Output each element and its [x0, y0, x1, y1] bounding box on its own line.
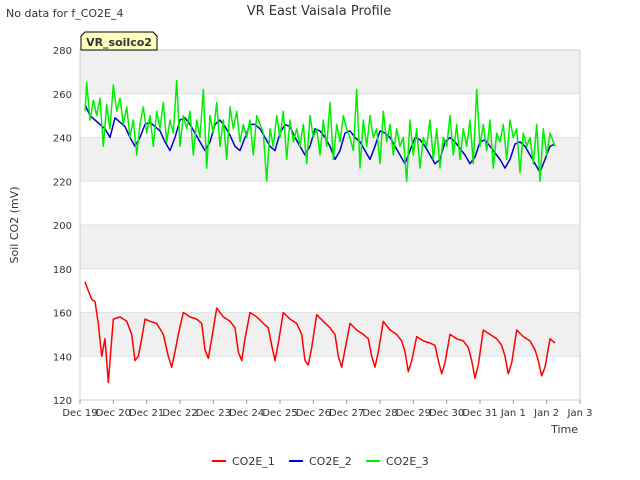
x-tick-label: Dec 23 [196, 408, 231, 419]
x-tick-label: Dec 28 [362, 408, 397, 419]
series-layer [84, 79, 556, 384]
x-axis-label: Time [550, 423, 578, 436]
y-tick-label: 200 [53, 221, 72, 232]
y-tick-label: 160 [53, 309, 72, 320]
x-tick-label: Dec 27 [329, 408, 364, 419]
chart-title: VR East Vaisala Profile [247, 4, 392, 19]
x-tick-label: Dec 24 [229, 408, 264, 419]
y-axis-label: Soil CO2 (mV) [8, 187, 21, 264]
y-tick-label: 240 [53, 134, 72, 145]
x-tick-label: Dec 19 [62, 408, 97, 419]
y-tick-label: 120 [53, 396, 72, 407]
x-tick-label: Jan 3 [567, 408, 593, 419]
station-badge-label: VR_soilco2 [86, 36, 152, 49]
legend: CO2E_1 CO2E_2 CO2E_3 [212, 455, 429, 468]
legend-item-co2e-3: CO2E_3 [366, 455, 429, 468]
series-line-co2e-3 [84, 79, 556, 183]
station-badge: VR_soilco2 [80, 31, 158, 51]
x-tick-label: Dec 21 [129, 408, 164, 419]
station-badge-shape [80, 31, 158, 51]
plot-frame [79, 49, 581, 401]
legend-item-co2e-2: CO2E_2 [289, 455, 352, 468]
legend-label-co2e-2: CO2E_2 [309, 455, 352, 468]
x-tick-label: Dec 30 [429, 408, 464, 419]
background-band [80, 225, 580, 269]
legend-label-co2e-1: CO2E_1 [232, 455, 275, 468]
y-axis-ticks: 120 140 160 180 200 220 240 260 280 [53, 46, 72, 407]
y-tick-label: 180 [53, 265, 72, 276]
y-tick-label: 260 [53, 90, 72, 101]
y-tick-label: 220 [53, 177, 72, 188]
x-tick-label: Dec 29 [396, 408, 431, 419]
series-line-co2e-2 [84, 104, 556, 174]
y-tick-label: 140 [53, 352, 72, 363]
x-tick-label: Jan 1 [500, 408, 526, 419]
x-tick-label: Dec 22 [162, 408, 197, 419]
y-tick-label: 280 [53, 46, 72, 57]
background-bands [80, 50, 580, 357]
legend-label-co2e-3: CO2E_3 [386, 455, 429, 468]
background-band [80, 312, 580, 357]
x-tick-label: Dec 20 [96, 408, 131, 419]
x-tick-label: Dec 25 [262, 408, 297, 419]
x-tick-label: Jan 2 [533, 408, 559, 419]
background-band [80, 50, 580, 94]
nodata-message: No data for f_CO2E_4 [6, 7, 124, 20]
legend-item-co2e-1: CO2E_1 [212, 455, 275, 468]
series-line-co2e-1 [84, 281, 556, 384]
x-tick-label: Dec 31 [462, 408, 497, 419]
x-tick-label: Dec 26 [296, 408, 331, 419]
